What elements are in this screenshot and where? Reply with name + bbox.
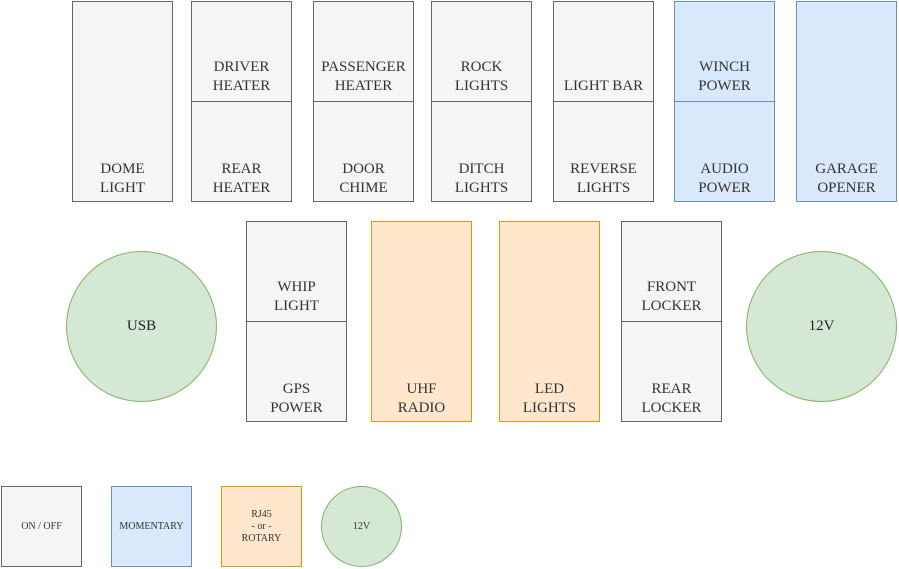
switch-label-top: WHIP LIGHT <box>274 279 319 314</box>
uhf-radio-slot: UHF RADIO <box>371 221 472 422</box>
divider <box>314 101 413 102</box>
switch-label-bottom: REAR LOCKER <box>641 381 702 416</box>
switch-label-top: PASSENGER HEATER <box>321 59 406 94</box>
switch-label-bottom: DOOR CHIME <box>339 161 388 196</box>
divider <box>432 101 531 102</box>
switch-label-top: FRONT LOCKER <box>641 279 702 314</box>
socket-label: USB <box>126 318 157 334</box>
legend-momentary: MOMENTARY <box>111 486 192 567</box>
switch-front-rear-locker: FRONT LOCKER REAR LOCKER <box>621 221 722 422</box>
12v-socket: 12V <box>746 251 897 402</box>
switch-garage-opener: GARAGE OPENER <box>796 1 897 202</box>
legend-label: RJ45 - or - ROTARY <box>241 508 282 544</box>
slot-label: UHF RADIO <box>397 381 446 416</box>
divider <box>192 101 291 102</box>
divider <box>622 321 721 322</box>
switch-passenger-heater-door-chime: PASSENGER HEATER DOOR CHIME <box>313 1 414 202</box>
switch-driver-rear-heater: DRIVER HEATER REAR HEATER <box>191 1 292 202</box>
switch-label-bottom: REAR HEATER <box>212 161 271 196</box>
switch-label-top: DRIVER HEATER <box>212 59 271 94</box>
switch-label-top: LIGHT BAR <box>563 78 644 94</box>
switch-whip-light-gps-power: WHIP LIGHT GPS POWER <box>246 221 347 422</box>
switch-label-bottom: REVERSE LIGHTS <box>570 161 637 196</box>
switch-label: DOME LIGHT <box>100 161 145 196</box>
usb-socket: USB <box>66 251 217 402</box>
slot-label: LED LIGHTS <box>522 381 577 416</box>
legend-label: 12V <box>352 520 371 532</box>
switch-label-bottom: AUDIO POWER <box>698 161 751 196</box>
legend-label: MOMENTARY <box>119 520 184 532</box>
switch-label: GARAGE OPENER <box>815 161 878 196</box>
switch-label-bottom: GPS POWER <box>270 381 323 416</box>
switch-winch-audio-power: WINCH POWER AUDIO POWER <box>674 1 775 202</box>
socket-label: 12V <box>808 318 835 334</box>
led-lights-slot: LED LIGHTS <box>499 221 600 422</box>
switch-label-bottom: DITCH LIGHTS <box>454 161 509 196</box>
divider <box>675 101 774 102</box>
divider <box>247 321 346 322</box>
legend-label: ON / OFF <box>21 520 62 532</box>
switch-label-top: WINCH POWER <box>698 59 751 94</box>
switch-light-bar-reverse-lights: LIGHT BAR REVERSE LIGHTS <box>553 1 654 202</box>
switch-label-top: ROCK LIGHTS <box>454 59 509 94</box>
legend-on-off: ON / OFF <box>1 486 82 567</box>
divider <box>554 101 653 102</box>
legend-12v: 12V <box>321 486 402 567</box>
switch-dome-light: DOME LIGHT <box>72 1 173 202</box>
switch-rock-ditch-lights: ROCK LIGHTS DITCH LIGHTS <box>431 1 532 202</box>
legend-rj45-rotary: RJ45 - or - ROTARY <box>221 486 302 567</box>
